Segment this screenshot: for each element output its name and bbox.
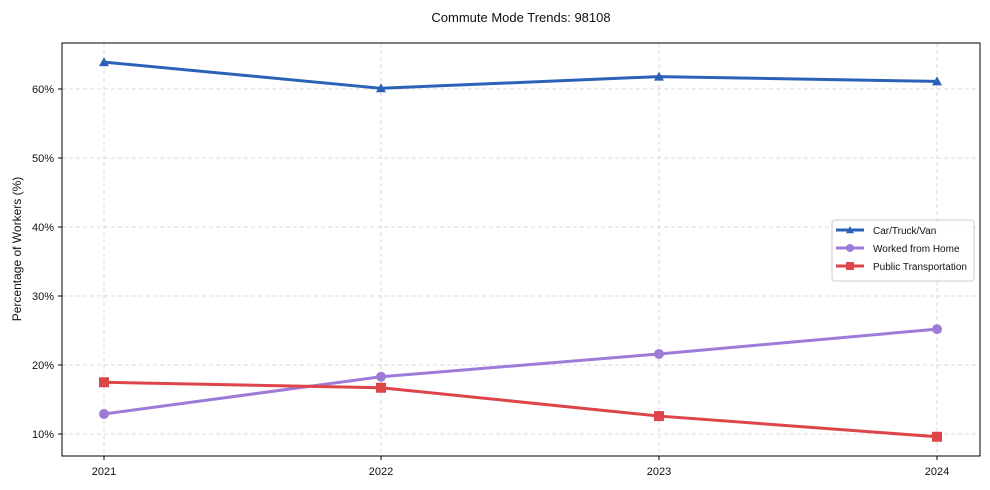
legend-label: Worked from Home — [873, 244, 960, 255]
series-car-truck-van — [99, 57, 942, 93]
y-tick-label: 50% — [32, 153, 54, 165]
x-tick-label: 2023 — [647, 466, 671, 478]
y-tick-label: 10% — [32, 429, 54, 441]
y-axis-label: Percentage of Workers (%) — [10, 177, 24, 322]
triangle-marker — [932, 76, 942, 86]
y-tick-label: 20% — [32, 360, 54, 372]
chart-title: Commute Mode Trends: 98108 — [431, 10, 610, 25]
square-marker — [654, 411, 664, 422]
y-tick-label: 30% — [32, 291, 54, 303]
x-tick-label: 2022 — [369, 466, 393, 478]
plot-area-frame — [61, 42, 981, 457]
circle-marker — [654, 348, 664, 359]
triangle-marker — [846, 226, 854, 234]
triangle-marker — [654, 71, 664, 81]
x-tick-label: 2024 — [925, 466, 949, 478]
square-marker — [846, 262, 854, 270]
triangle-marker — [376, 83, 386, 93]
x-tick-label: 2021 — [92, 466, 116, 478]
series-line — [103, 380, 938, 439]
circle-marker — [932, 324, 942, 335]
legend-box — [831, 219, 975, 282]
series-line — [103, 327, 938, 416]
series-worked-from-home — [99, 324, 942, 419]
legend: Car/Truck/Van Worked from Home Public Tran… — [831, 219, 975, 282]
square-marker — [376, 382, 386, 393]
circle-marker — [376, 371, 386, 382]
series-line — [103, 60, 938, 90]
legend-entry: Public Transportation — [836, 262, 967, 273]
square-marker — [932, 431, 942, 442]
square-marker — [99, 377, 109, 388]
series-public-transportation — [99, 377, 942, 442]
circle-marker — [846, 244, 854, 252]
y-tick-label: 40% — [32, 222, 54, 234]
circle-marker — [99, 408, 109, 419]
legend-entry: Worked from Home — [836, 244, 960, 255]
triangle-marker — [99, 57, 109, 67]
y-axis-ticks: 10% 20% 30% 40% 50% 60% — [32, 84, 62, 441]
legend-label: Car/Truck/Van — [873, 226, 936, 237]
data-series — [99, 57, 942, 442]
y-tick-label: 60% — [32, 84, 54, 96]
x-axis-ticks: 2021 2022 2023 2024 — [92, 456, 949, 478]
legend-label: Public Transportation — [873, 262, 967, 273]
legend-entry: Car/Truck/Van — [836, 226, 936, 237]
